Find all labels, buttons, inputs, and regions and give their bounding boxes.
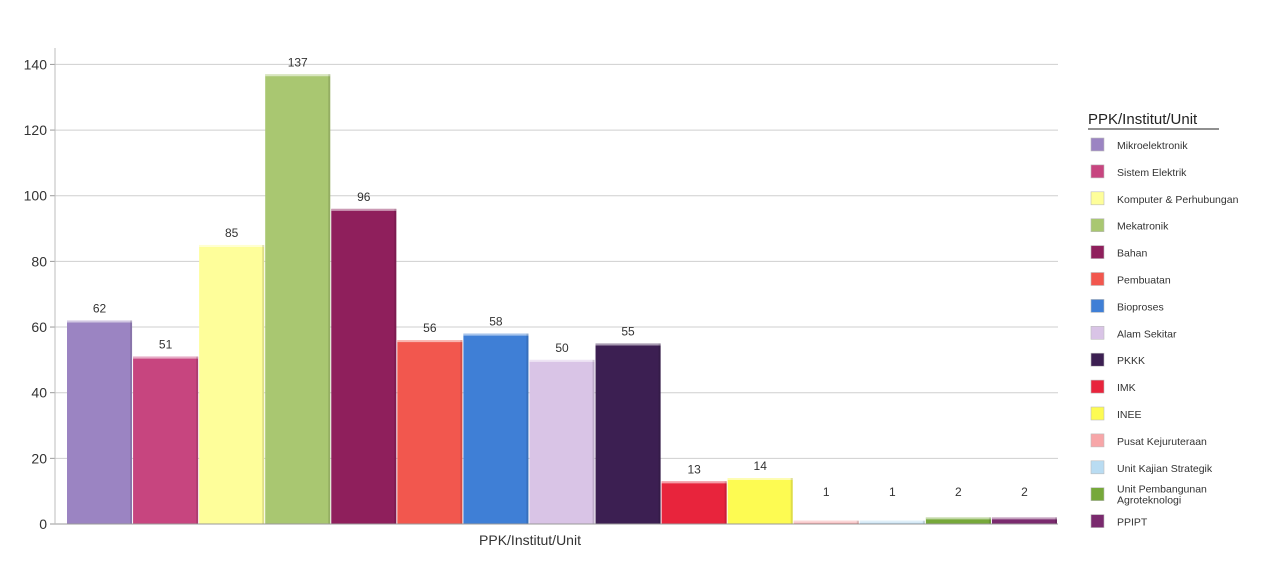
data-label: 58 — [489, 315, 503, 329]
legend-swatch — [1090, 272, 1105, 286]
bar — [199, 244, 265, 524]
legend-label: INEE — [1117, 409, 1142, 421]
legend-label: Pusat Kejuruteraan — [1117, 436, 1207, 448]
legend-label: Agroteknologi — [1117, 495, 1181, 507]
legend-swatch — [1090, 191, 1105, 206]
legend-label: Pembuatan — [1117, 275, 1171, 287]
legend-swatch — [1090, 433, 1105, 448]
data-label: 56 — [423, 321, 437, 335]
legend-label: Unit Pembangunan — [1117, 484, 1207, 496]
legend-item: Mekatronik — [1090, 218, 1169, 233]
y-tick-label: 100 — [24, 188, 48, 204]
legend-item: INEE — [1090, 406, 1142, 421]
legend-item: Pembuatan — [1090, 272, 1171, 287]
legend-label: Alam Sekitar — [1117, 328, 1177, 340]
legend-item: Mikroelektronik — [1090, 137, 1188, 152]
legend-item: Pusat Kejuruteraan — [1090, 433, 1207, 448]
legend-label: Unit Kajian Strategik — [1117, 463, 1213, 475]
legend-label: Mikroelektronik — [1117, 140, 1188, 152]
legend-item: Bioproses — [1090, 299, 1164, 313]
legend-label: Komputer & Perhubungan — [1117, 194, 1239, 206]
legend-item: Sistem Elektrik — [1090, 164, 1187, 179]
legend-label: PPIPT — [1117, 517, 1148, 529]
y-tick-label: 40 — [31, 385, 47, 401]
legend-item: Unit Kajian Strategik — [1090, 460, 1213, 475]
legend-item: IMK — [1090, 379, 1136, 394]
legend-swatch — [1090, 137, 1105, 152]
data-label: 55 — [621, 324, 635, 338]
bar — [133, 356, 199, 524]
legend-swatch — [1090, 325, 1105, 340]
legend-label: PKKK — [1117, 355, 1145, 367]
bar — [265, 74, 331, 524]
bar — [661, 481, 727, 524]
data-label: 51 — [159, 338, 173, 352]
data-label: 62 — [93, 301, 107, 315]
bar — [991, 517, 1057, 524]
data-label: 13 — [687, 462, 701, 476]
bar — [67, 320, 133, 524]
legend-items: Mikroelektronik Sistem Elektrik Komputer &… — [1090, 137, 1239, 529]
data-labels: 62 51 85 137 96 56 58 50 55 13 14 1 1 2 2 — [93, 55, 1028, 499]
legend-swatch — [1090, 406, 1105, 421]
legend-swatch — [1090, 352, 1105, 367]
data-label: 85 — [225, 226, 239, 240]
data-label: 1 — [889, 485, 896, 499]
legend-item: PPIPT — [1090, 514, 1148, 529]
y-tick-label: 20 — [31, 450, 47, 466]
legend-item: Komputer & Perhubungan — [1090, 191, 1239, 206]
bar — [595, 343, 661, 524]
y-axis-ticks: 0 20 40 60 80 100 120 140 — [24, 56, 55, 532]
data-label: 96 — [357, 190, 371, 204]
legend: PPK/Institut/Unit Mikroelektronik Sistem … — [1088, 111, 1239, 529]
legend-swatch — [1090, 487, 1105, 502]
y-tick-label: 120 — [24, 122, 48, 138]
data-label: 137 — [288, 55, 308, 69]
legend-swatch — [1090, 245, 1105, 259]
data-label: 1 — [823, 485, 830, 499]
legend-label: Sistem Elektrik — [1117, 167, 1187, 179]
bar — [331, 208, 397, 525]
legend-title: PPK/Institut/Unit — [1088, 111, 1198, 128]
bar — [529, 359, 595, 524]
bar — [463, 333, 529, 524]
y-tick-label: 0 — [39, 516, 47, 532]
legend-swatch — [1090, 164, 1105, 179]
data-label: 50 — [555, 341, 569, 355]
legend-swatch — [1090, 218, 1105, 232]
bars — [67, 74, 1057, 525]
y-tick-label: 60 — [31, 319, 47, 335]
legend-label: Bioproses — [1117, 301, 1164, 313]
data-label: 2 — [955, 485, 962, 499]
bar — [727, 478, 793, 524]
legend-item: Alam Sekitar — [1090, 325, 1177, 340]
legend-item: PKKK — [1090, 352, 1145, 367]
bar — [925, 517, 991, 524]
legend-label: IMK — [1117, 382, 1136, 394]
legend-swatch — [1090, 460, 1105, 475]
y-tick-label: 140 — [24, 56, 48, 72]
x-axis-title: PPK/Institut/Unit — [479, 532, 581, 548]
bar — [397, 340, 463, 524]
legend-swatch — [1090, 514, 1105, 528]
legend-swatch — [1090, 379, 1105, 394]
legend-swatch — [1090, 299, 1105, 313]
legend-label: Mekatronik — [1117, 221, 1169, 233]
y-tick-label: 80 — [31, 253, 47, 269]
data-label: 2 — [1021, 485, 1028, 499]
legend-label: Bahan — [1117, 248, 1148, 260]
data-label: 14 — [754, 459, 768, 473]
legend-item: Bahan — [1090, 245, 1148, 260]
